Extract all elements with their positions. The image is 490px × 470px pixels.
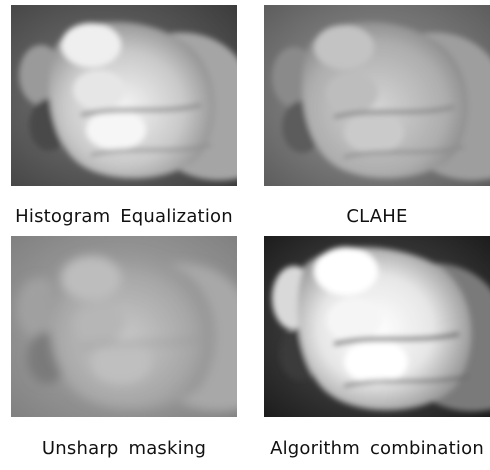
fist-photo [264, 5, 490, 186]
fist-photo [11, 5, 237, 186]
caption-histogram-equalization: Histogram Equalization [15, 206, 233, 227]
caption-unsharp-masking: Unsharp masking [41, 438, 207, 459]
caption-algorithm-combination: Algorithm combination [270, 438, 484, 459]
caption-clahe: CLAHE [346, 206, 408, 227]
fist-photo [264, 236, 490, 417]
algorithm-combination-image [264, 236, 490, 417]
unsharp-masking-image [11, 236, 237, 417]
histogram-equalization-image [11, 5, 237, 186]
clahe-image [264, 5, 490, 186]
fist-photo [11, 236, 237, 417]
